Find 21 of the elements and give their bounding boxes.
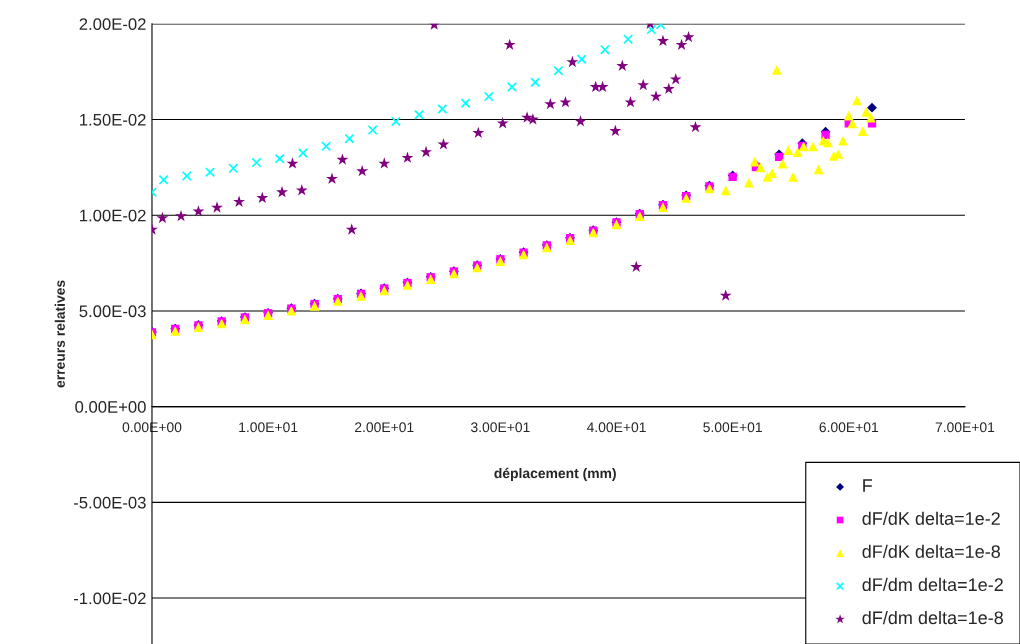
x-tick-label: 7.00E+01: [935, 422, 995, 433]
x-tick-label: 2.00E+01: [355, 422, 414, 433]
legend-label: dF/dm delta=1e-2: [862, 577, 1003, 592]
x-tick-label: 6.00E+01: [819, 422, 879, 433]
y-tick-label: -1.00E-02: [73, 592, 146, 605]
y-tick-label: 1.00E-02: [80, 209, 146, 222]
y-tick-label: 5.00E-03: [79, 305, 146, 318]
x-axis-title: déplacement (mm): [494, 467, 616, 481]
legend-label: dF/dm delta=1e-8: [862, 610, 1003, 625]
y-axis-title: erreurs relatives: [54, 280, 65, 388]
y-tick-label: -5.00E-03: [73, 496, 146, 509]
legend-label: dF/dK delta=1e-8: [862, 544, 1000, 559]
x-tick-label: 1.00E+01: [239, 422, 298, 433]
y-tick-label: 2.00E-02: [79, 18, 146, 31]
x-tick-label: 4.00E+01: [586, 422, 646, 433]
y-tick-label: 0.00E+00: [75, 401, 146, 413]
x-tick-label: 5.00E+01: [703, 422, 762, 433]
legend-label: dF/dK delta=1e-2: [862, 511, 1000, 525]
y-tick-label: 1.50E-02: [80, 113, 146, 126]
legend-label: F: [863, 479, 873, 492]
x-tick-label: 3.00E+01: [470, 422, 530, 433]
